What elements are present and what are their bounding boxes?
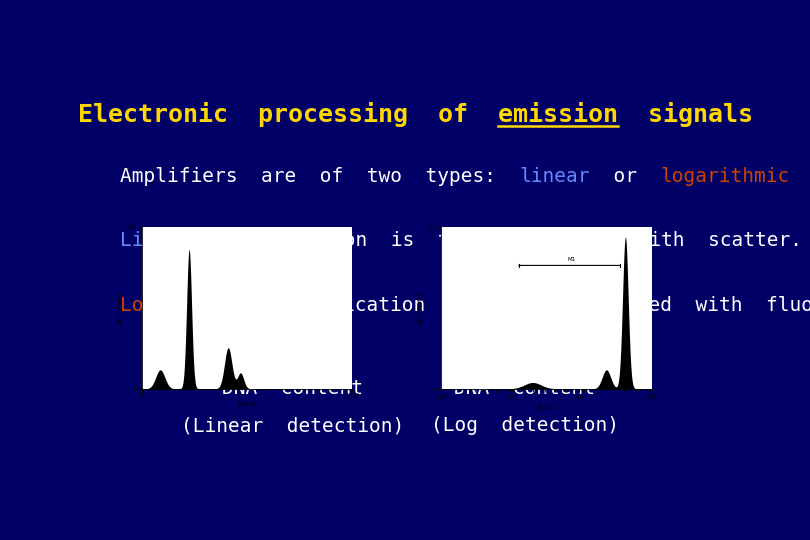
Text: (Linear  detection): (Linear detection)	[181, 416, 404, 435]
Text: Electronic  processing  of  emission  signals: Electronic processing of emission signal…	[78, 102, 752, 127]
Text: linear: linear	[519, 167, 590, 186]
X-axis label: FL2-H: FL2-H	[537, 405, 556, 411]
X-axis label: FL2-A: FL2-A	[237, 401, 257, 407]
Text: Amplifiers  are  of  two  types:: Amplifiers are of two types:	[120, 167, 519, 186]
Text: M1: M1	[567, 257, 575, 262]
Text: Logarithmic: Logarithmic	[120, 295, 249, 315]
Text: DNA  content: DNA content	[454, 379, 595, 398]
Text: logarithmic: logarithmic	[661, 167, 790, 186]
Y-axis label: # Events: # Events	[418, 292, 424, 323]
Text: Linear: Linear	[120, 231, 190, 250]
Text: or: or	[590, 167, 661, 186]
Text: DNA  content: DNA content	[222, 379, 363, 398]
Text: amplification  is  typically  used  with  fluorescence.: amplification is typically used with flu…	[249, 295, 810, 315]
Text: (Log  detection): (Log detection)	[431, 416, 619, 435]
Text: amplification  is  typically  used  with  scatter.: amplification is typically used with sca…	[190, 231, 802, 250]
Y-axis label: # Events: # Events	[118, 292, 124, 323]
